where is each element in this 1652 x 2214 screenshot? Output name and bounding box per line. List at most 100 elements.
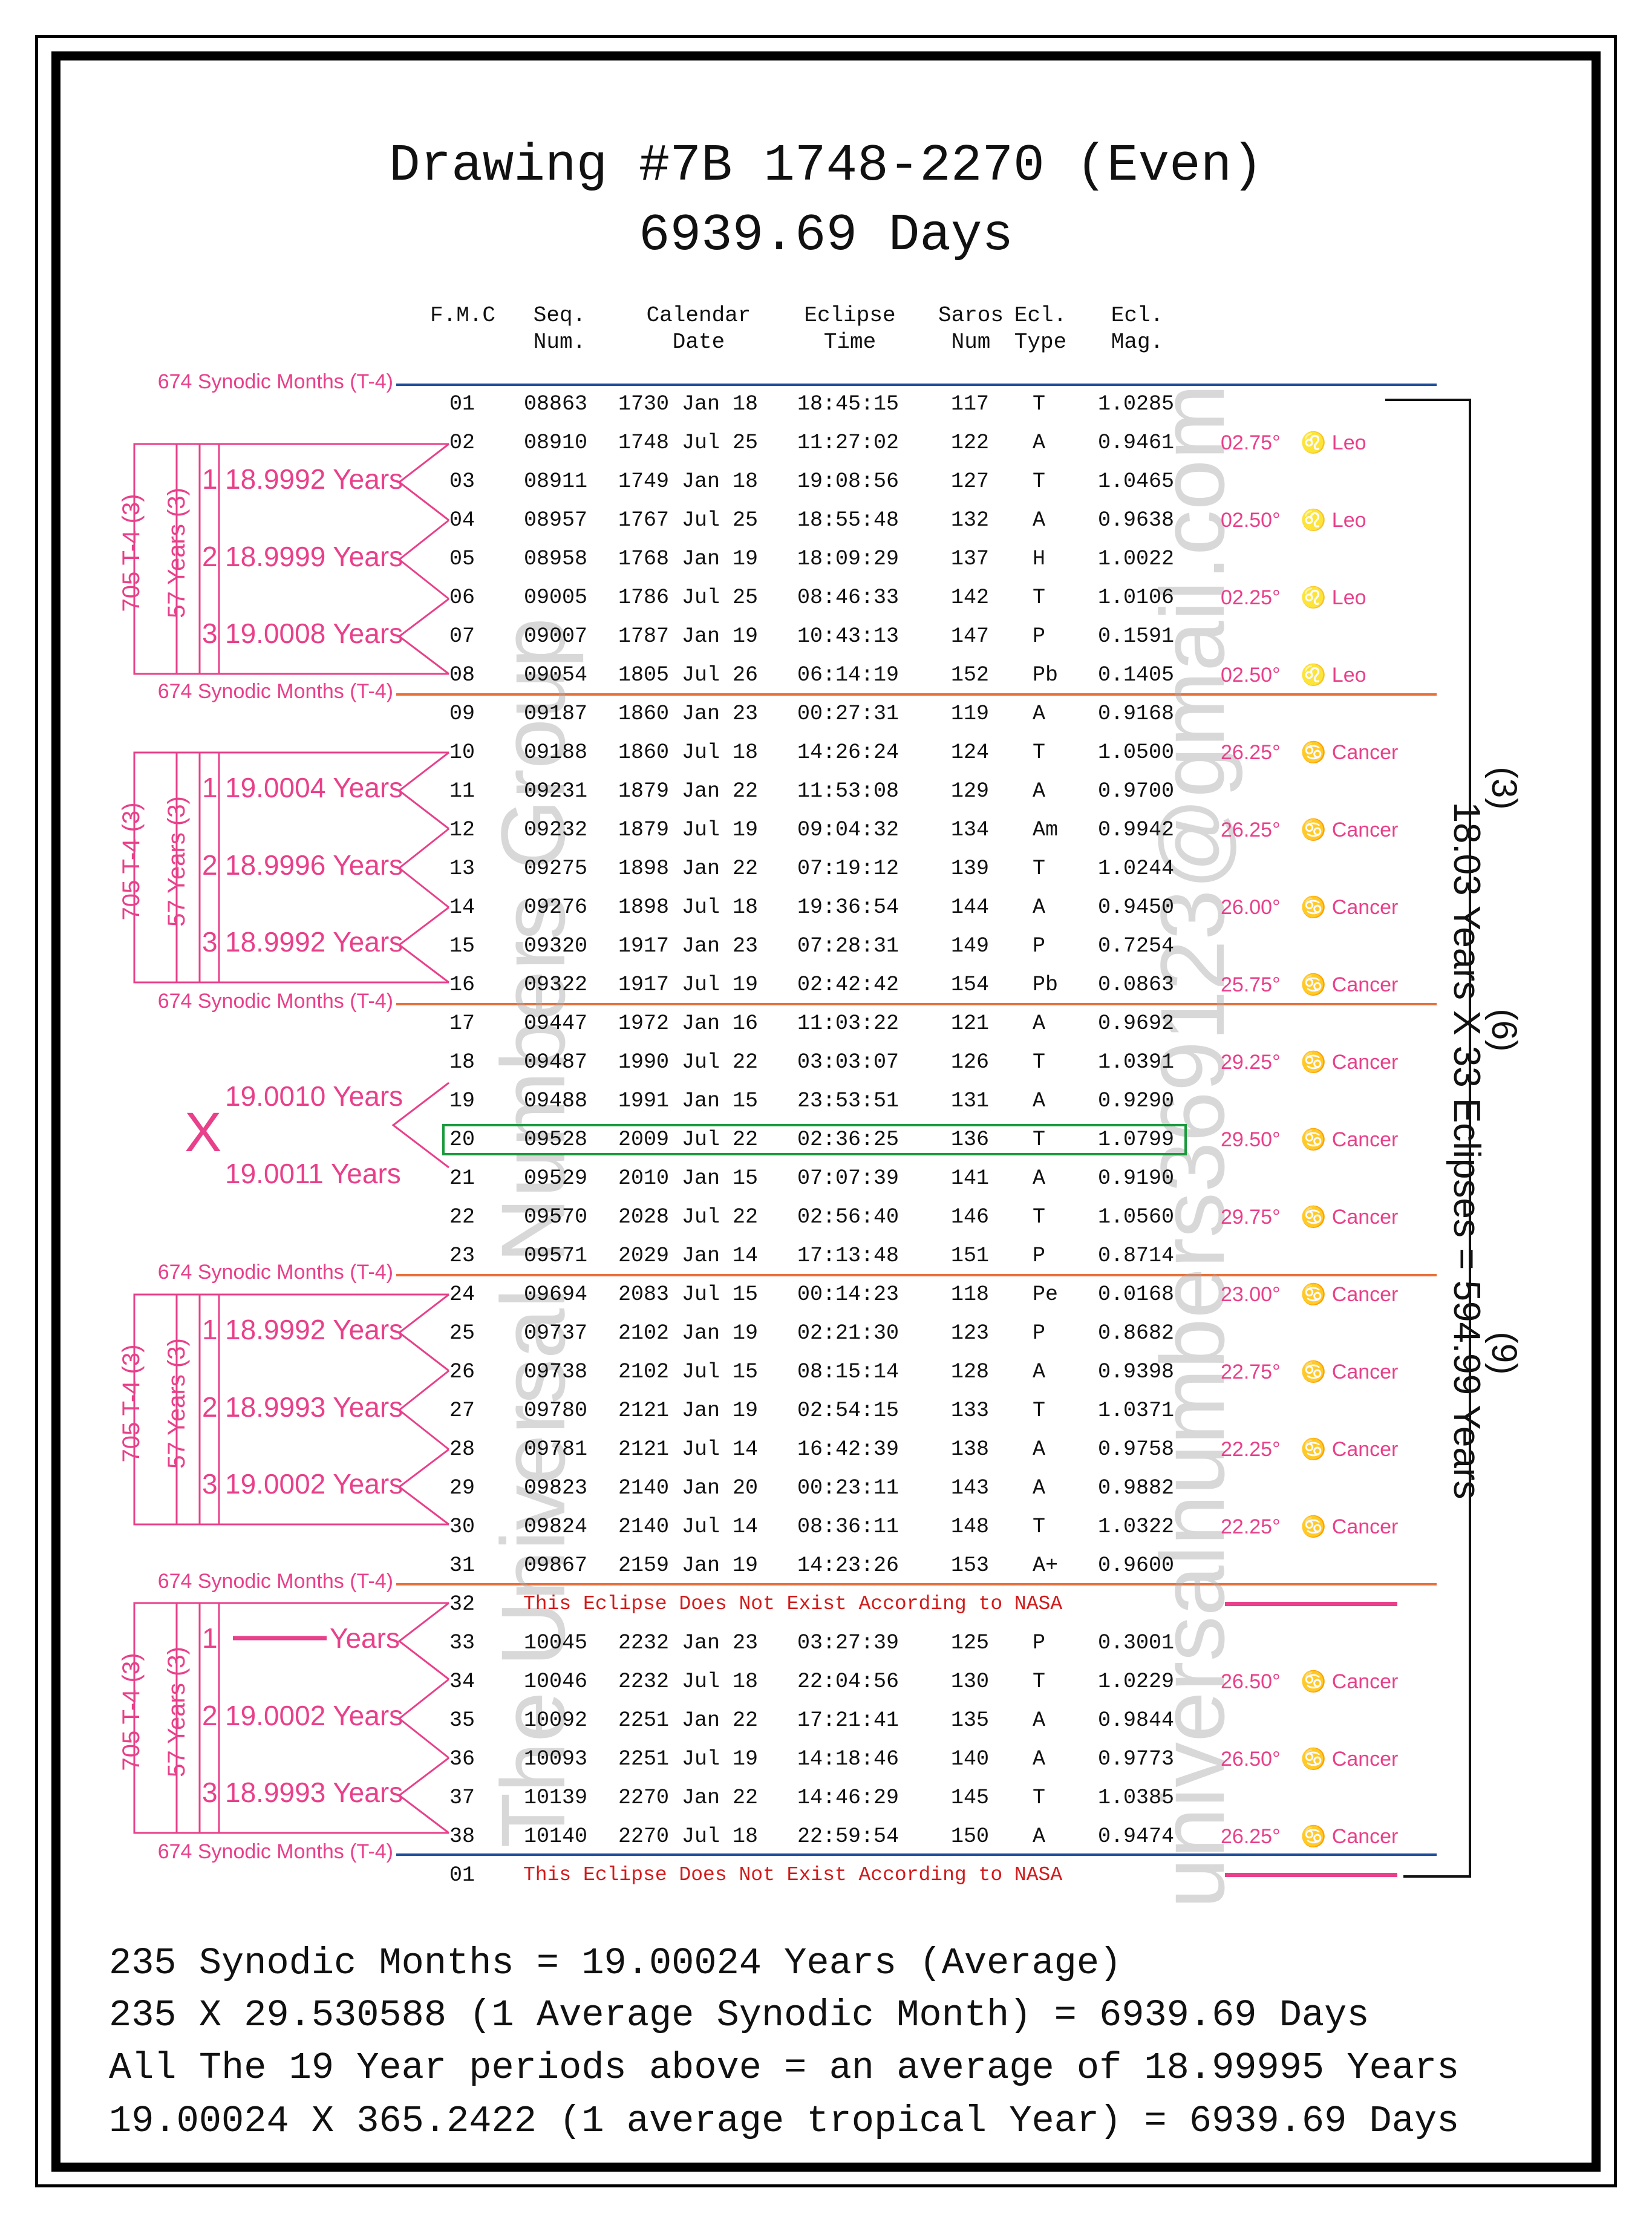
zodiac-degree: 29.50°: [1221, 1128, 1281, 1151]
zodiac-sign: ♋ Cancer: [1301, 973, 1399, 996]
header-seq: Seq. Num.: [533, 303, 586, 354]
saros-num-cell: 142: [951, 586, 990, 610]
saros-num-cell: 126: [951, 1050, 990, 1074]
ecl-mag-cell: 0.3001: [1098, 1631, 1175, 1655]
ecl-mag-cell: 0.9882: [1098, 1476, 1175, 1500]
seq-num-cell: 09570: [524, 1205, 588, 1229]
fmc-cell: 34: [449, 1670, 475, 1694]
fmc-cell: 36: [449, 1747, 475, 1771]
eclipse-time-cell: 17:21:41: [797, 1708, 899, 1732]
ecl-type-cell: P: [1033, 1631, 1046, 1655]
zodiac-sign: ♋ Cancer: [1301, 1283, 1399, 1306]
calendar-date-cell: 1879 Jul 19: [618, 818, 759, 842]
synodic-label: 674 Synodic Months (T-4): [157, 1840, 393, 1863]
ecl-mag-cell: 1.0285: [1098, 392, 1175, 416]
group-years: 18.9996 Years: [225, 849, 403, 881]
footer-line-2: 235 X 29.530588 (1 Average Synodic Month…: [109, 1994, 1370, 2037]
eclipse-time-cell: 11:27:02: [797, 431, 899, 455]
eclipse-time-cell: 07:19:12: [797, 857, 899, 881]
zodiac-sign: ♌ Leo: [1301, 509, 1366, 532]
calendar-date-cell: 2270 Jan 22: [618, 1786, 759, 1810]
table-row: 23 09571 2029 Jan 14 17:13:48 151 P 0.8714: [0, 1239, 1452, 1273]
fmc-cell: 33: [449, 1631, 475, 1655]
ecl-mag-cell: 0.8714: [1098, 1244, 1175, 1268]
eclipse-time-cell: 10:43:13: [797, 624, 899, 648]
ecl-type-cell: A: [1033, 1747, 1046, 1771]
ecl-mag-cell: 0.9758: [1098, 1437, 1175, 1461]
ecl-type-cell: A+: [1033, 1553, 1059, 1578]
synodic-label: 674 Synodic Months (T-4): [157, 370, 393, 393]
eclipse-time-cell: 07:28:31: [797, 934, 899, 958]
title-line-1: Drawing #7B 1748-2270 (Even): [388, 136, 1264, 195]
fmc-cell: 23: [449, 1244, 475, 1268]
table-row: 11 09231 1879 Jan 22 11:53:08 129 A 0.9700: [0, 774, 1452, 808]
ecl-mag-cell: 1.0391: [1098, 1050, 1175, 1074]
seq-num-cell: 08957: [524, 508, 588, 532]
eclipse-time-cell: 19:08:56: [797, 469, 899, 494]
seq-num-cell: 09780: [524, 1399, 588, 1423]
ecl-type-cell: T: [1033, 857, 1046, 881]
ecl-mag-cell: 1.0560: [1098, 1205, 1175, 1229]
ecl-mag-cell: 0.9474: [1098, 1824, 1175, 1849]
fmc-cell: 03: [449, 469, 475, 494]
eclipse-time-cell: 16:42:39: [797, 1437, 899, 1461]
zodiac-sign: ♌ Leo: [1301, 431, 1366, 454]
ecl-mag-cell: 1.0106: [1098, 586, 1175, 610]
zodiac-sign: ♋ Cancer: [1301, 1128, 1399, 1151]
fmc-cell: 29: [449, 1476, 475, 1500]
saros-num-cell: 134: [951, 818, 990, 842]
zodiac-sign: ♋ Cancer: [1301, 818, 1399, 841]
calendar-date-cell: 1730 Jan 18: [618, 392, 759, 416]
calendar-date-cell: 1786 Jul 25: [618, 586, 759, 610]
ecl-mag-cell: 0.9461: [1098, 431, 1175, 455]
zodiac-degree: 23.00°: [1221, 1283, 1281, 1306]
seq-num-cell: 10046: [524, 1670, 588, 1694]
calendar-date-cell: 1767 Jul 25: [618, 508, 759, 532]
ecl-type-cell: A: [1033, 779, 1046, 803]
ecl-type-cell: Am: [1033, 818, 1059, 842]
fmc-cell: 01: [449, 392, 475, 416]
title-line-2: 6939.69 Days: [638, 206, 1014, 265]
ecl-type-cell: T: [1033, 1670, 1046, 1694]
ecl-mag-cell: 0.9773: [1098, 1747, 1175, 1771]
seq-num-cell: 09232: [524, 818, 588, 842]
eclipse-time-cell: 18:45:15: [797, 392, 899, 416]
group-index: 2: [202, 541, 218, 572]
ecl-type-cell: A: [1033, 895, 1046, 919]
saros-num-cell: 122: [951, 431, 990, 455]
group-index: 1: [202, 1622, 218, 1654]
table-row: 12 09232 1879 Jul 19 09:04:32 134 Am 0.9942 26.…: [0, 813, 1452, 847]
group-years: Years: [330, 1622, 400, 1654]
table-row: 05 08958 1768 Jan 19 18:09:29 137 H 1.0022: [0, 542, 1452, 576]
ecl-type-cell: T: [1033, 1786, 1046, 1810]
eclipse-time-cell: 22:04:56: [797, 1670, 899, 1694]
saros-num-cell: 129: [951, 779, 990, 803]
eclipse-time-cell: 14:23:26: [797, 1553, 899, 1578]
eclipse-time-cell: 02:42:42: [797, 973, 899, 997]
group-years: 18.9992 Years: [225, 463, 403, 495]
middle-years-upper: 19.0010 Years: [225, 1080, 403, 1112]
ecl-mag-cell: 0.7254: [1098, 934, 1175, 958]
fmc-cell: 25: [449, 1321, 475, 1345]
zodiac-degree: 26.25°: [1221, 1825, 1281, 1848]
saros-num-cell: 145: [951, 1786, 990, 1810]
zodiac-degree: 29.25°: [1221, 1051, 1281, 1074]
saros-num-cell: 143: [951, 1476, 990, 1500]
eclipse-time-cell: 14:46:29: [797, 1786, 899, 1810]
saros-num-cell: 123: [951, 1321, 990, 1345]
ecl-mag-cell: 1.0465: [1098, 469, 1175, 494]
ecl-mag-cell: 1.0022: [1098, 547, 1175, 571]
separator-line: [396, 1274, 1437, 1276]
ecl-mag-cell: 0.9700: [1098, 779, 1175, 803]
seq-num-cell: 09005: [524, 586, 588, 610]
seq-num-cell: 09487: [524, 1050, 588, 1074]
fmc-cell: 01: [449, 1863, 475, 1887]
eclipse-time-cell: 03:03:07: [797, 1050, 899, 1074]
table-row: 04 08957 1767 Jul 25 18:55:48 132 A 0.9638 02.5…: [0, 503, 1452, 537]
zodiac-degree: 26.50°: [1221, 1670, 1281, 1693]
saros-num-cell: 144: [951, 895, 990, 919]
ecl-mag-cell: 0.0168: [1098, 1282, 1175, 1307]
ecl-type-cell: A: [1033, 1089, 1046, 1113]
zodiac-degree: 26.00°: [1221, 896, 1281, 919]
fmc-cell: 17: [449, 1011, 475, 1036]
